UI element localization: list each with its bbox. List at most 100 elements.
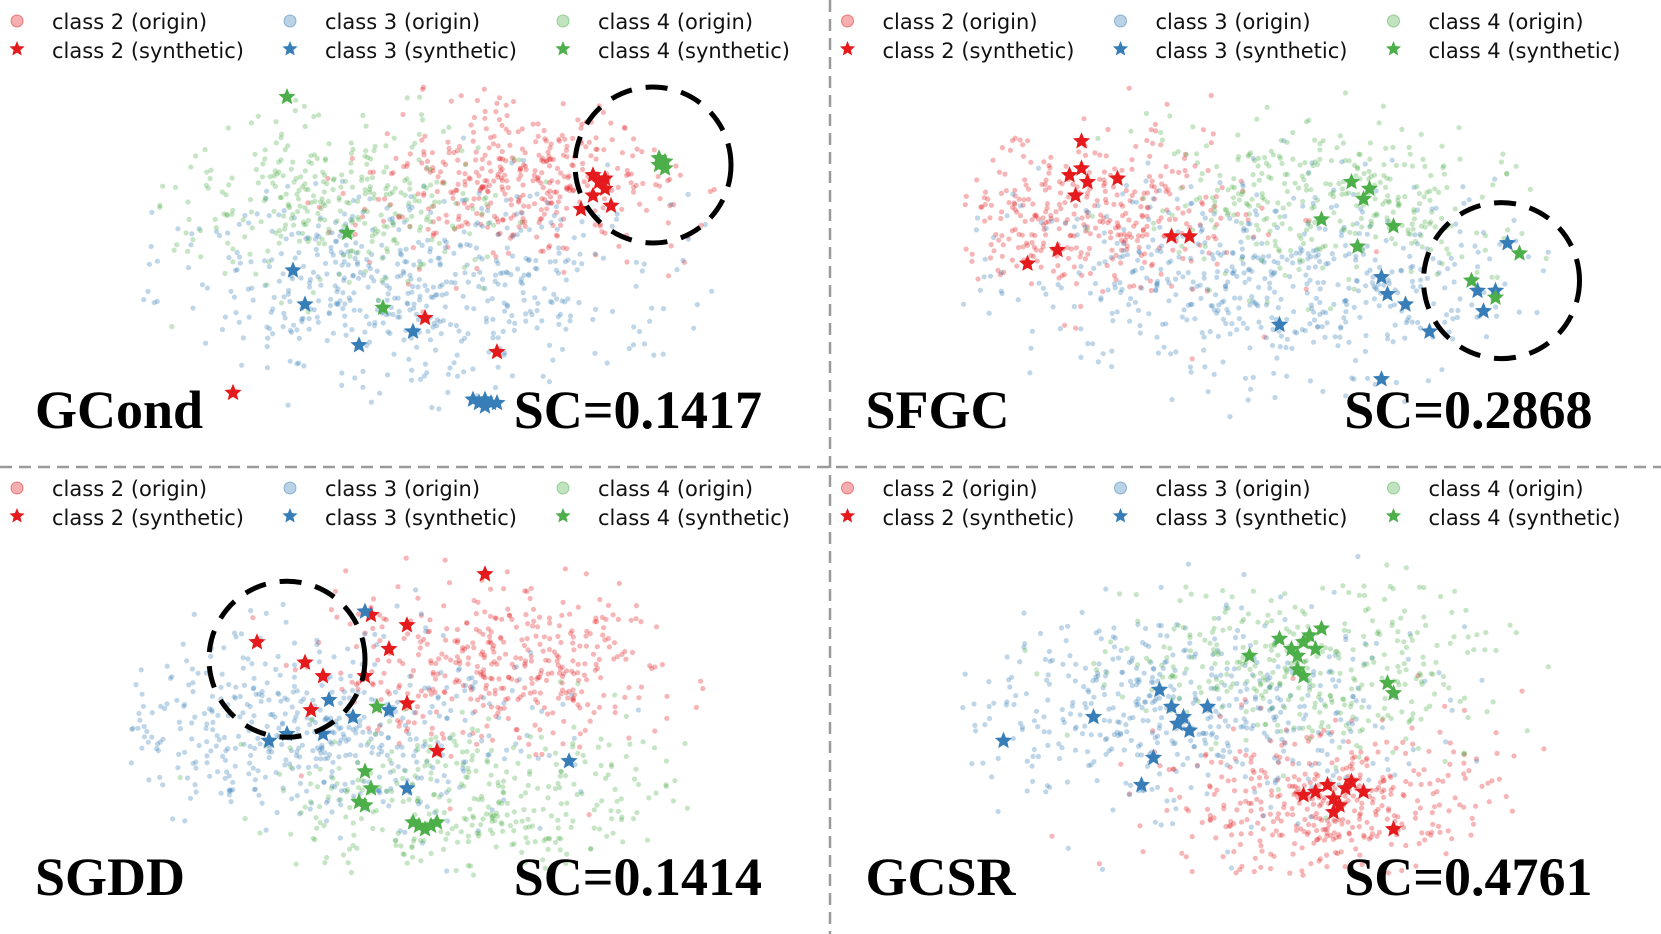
origin-point-class2 bbox=[1114, 220, 1120, 226]
origin-point-class2 bbox=[1041, 240, 1047, 246]
origin-point-class2 bbox=[466, 175, 472, 181]
origin-point-class2 bbox=[462, 182, 468, 188]
origin-point-class3 bbox=[558, 217, 564, 223]
origin-point-class3 bbox=[1159, 715, 1165, 721]
origin-point-class3 bbox=[1211, 211, 1217, 217]
origin-point-class3 bbox=[1343, 636, 1349, 643]
origin-point-class2 bbox=[390, 170, 396, 176]
origin-point-class2 bbox=[1332, 818, 1338, 824]
origin-point-class4 bbox=[563, 860, 569, 866]
origin-point-class3 bbox=[294, 361, 300, 367]
origin-point-class4 bbox=[224, 212, 230, 219]
origin-point-class3 bbox=[244, 701, 250, 708]
origin-point-class2 bbox=[404, 160, 411, 167]
origin-point-class2 bbox=[1085, 190, 1091, 196]
origin-point-class2 bbox=[495, 143, 501, 149]
origin-point-class2 bbox=[396, 723, 402, 729]
origin-point-class2 bbox=[1268, 738, 1274, 744]
origin-point-class3 bbox=[1154, 278, 1161, 284]
origin-point-class3 bbox=[1227, 215, 1233, 221]
origin-point-class2 bbox=[638, 684, 645, 690]
origin-point-class2 bbox=[1303, 217, 1309, 223]
origin-point-class2 bbox=[1428, 832, 1434, 838]
origin-point-class2 bbox=[1081, 222, 1087, 228]
origin-point-class3 bbox=[485, 752, 491, 758]
origin-point-class2 bbox=[460, 729, 466, 735]
origin-point-class3 bbox=[207, 773, 213, 779]
origin-point-class3 bbox=[297, 811, 303, 817]
origin-point-class3 bbox=[462, 688, 468, 694]
origin-point-class2 bbox=[1258, 799, 1264, 805]
origin-point-class3 bbox=[252, 777, 258, 783]
origin-point-class3 bbox=[1243, 699, 1249, 705]
origin-point-class4 bbox=[407, 224, 413, 230]
origin-point-class3 bbox=[1164, 798, 1170, 804]
legend-label: class 2 (synthetic) bbox=[52, 39, 244, 63]
origin-point-class3 bbox=[1402, 399, 1408, 405]
origin-point-class3 bbox=[425, 328, 431, 334]
origin-point-class2 bbox=[534, 234, 540, 240]
origin-point-class2 bbox=[1255, 820, 1261, 826]
origin-point-class4 bbox=[308, 781, 314, 787]
origin-point-class2 bbox=[1237, 800, 1243, 806]
origin-point-class2 bbox=[496, 676, 502, 682]
origin-point-class3 bbox=[1273, 208, 1280, 214]
origin-point-class3 bbox=[539, 708, 545, 714]
origin-point-class2 bbox=[1252, 855, 1258, 861]
origin-point-class4 bbox=[310, 835, 316, 841]
origin-point-class2 bbox=[528, 653, 534, 659]
origin-point-class3 bbox=[1070, 699, 1076, 705]
origin-point-class3 bbox=[1160, 321, 1166, 327]
origin-point-class3 bbox=[1193, 697, 1199, 703]
origin-point-class4 bbox=[1238, 220, 1245, 226]
origin-point-class4 bbox=[278, 135, 284, 141]
origin-point-class3 bbox=[1339, 159, 1345, 165]
origin-point-class2 bbox=[564, 154, 570, 160]
origin-point-class4 bbox=[277, 771, 283, 777]
origin-point-class3 bbox=[1272, 289, 1278, 295]
origin-point-class4 bbox=[262, 195, 268, 201]
origin-point-class2 bbox=[439, 651, 445, 657]
origin-point-class2 bbox=[481, 671, 487, 677]
origin-point-class2 bbox=[407, 223, 413, 229]
origin-point-class2 bbox=[503, 126, 509, 132]
origin-point-class3 bbox=[1224, 740, 1230, 746]
origin-point-class2 bbox=[316, 204, 322, 210]
origin-point-class4 bbox=[440, 128, 447, 134]
origin-point-class4 bbox=[320, 169, 326, 175]
origin-point-class3 bbox=[1007, 684, 1013, 690]
origin-point-class3 bbox=[328, 296, 334, 302]
origin-point-class2 bbox=[1352, 754, 1358, 760]
origin-point-class4 bbox=[470, 206, 476, 212]
origin-point-class2 bbox=[570, 698, 577, 704]
origin-point-class3 bbox=[1260, 254, 1266, 260]
origin-point-class3 bbox=[1252, 789, 1258, 795]
origin-point-class4 bbox=[459, 148, 465, 154]
origin-point-class3 bbox=[133, 682, 139, 688]
origin-point-class3 bbox=[1095, 203, 1101, 209]
origin-point-class2 bbox=[1304, 831, 1310, 837]
origin-point-class3 bbox=[1220, 359, 1226, 365]
origin-point-class2 bbox=[561, 671, 567, 677]
origin-point-class3 bbox=[1195, 241, 1201, 247]
origin-point-class4 bbox=[1368, 218, 1374, 224]
origin-point-class3 bbox=[1300, 203, 1306, 209]
origin-point-class3 bbox=[514, 211, 520, 217]
origin-point-class3 bbox=[1189, 286, 1195, 292]
origin-point-class2 bbox=[1186, 208, 1192, 214]
origin-point-class3 bbox=[1213, 685, 1219, 692]
origin-point-class3 bbox=[1059, 706, 1065, 713]
origin-point-class4 bbox=[1418, 223, 1424, 229]
origin-point-class2 bbox=[999, 233, 1005, 239]
origin-point-class2 bbox=[1101, 215, 1107, 221]
origin-point-class4 bbox=[1407, 717, 1413, 723]
origin-point-class3 bbox=[1216, 302, 1222, 308]
origin-point-class3 bbox=[1093, 677, 1100, 683]
origin-point-class2 bbox=[1149, 183, 1155, 189]
origin-point-class3 bbox=[1153, 287, 1159, 293]
origin-point-class4 bbox=[1411, 207, 1417, 213]
origin-point-class4 bbox=[404, 95, 410, 101]
origin-point-class2 bbox=[581, 672, 588, 678]
origin-point-class4 bbox=[562, 773, 569, 779]
origin-point-class4 bbox=[383, 788, 390, 794]
